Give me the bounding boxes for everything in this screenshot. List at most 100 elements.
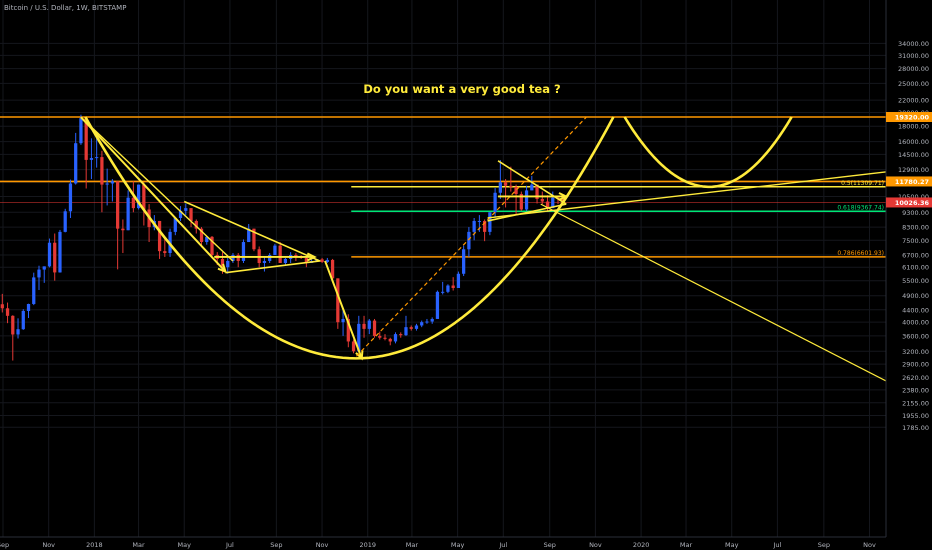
candle-body [430,318,434,322]
candle-body [545,201,550,209]
y-tick-label: 7500.00 [902,237,929,245]
candle-body [441,291,445,293]
candle-body [58,231,62,273]
triangle-breakout-arrow-head [306,252,317,262]
candle-body [241,242,246,261]
price-badge [886,112,932,122]
candle-body [283,258,288,263]
x-tick-label: May [725,541,739,549]
candle-body [325,259,329,262]
falling-resistance-line [540,203,897,387]
candle-body [74,143,78,184]
candle-body [37,269,41,278]
candle-body [451,285,455,289]
candle-body [262,260,267,263]
downtrend-arrow-head [217,263,228,274]
fib-level-label: 0.786(6601.93) [837,250,884,257]
candle-body [383,337,387,339]
y-tick-label: 14500.00 [898,151,929,159]
candle-body [509,185,513,187]
candle-body [63,211,67,232]
price-badges: 19320.00 11780.27 10026.36 [886,112,932,208]
x-tick-label: 2019 [359,541,376,549]
candle-body [11,315,15,335]
candle-body [126,197,130,231]
candle-body [273,245,277,255]
candle-body [493,192,497,213]
candle-body [514,186,518,194]
candle-body [357,323,361,352]
time-axis[interactable]: Sep Nov 2018 Mar May Jul Sep Nov 2019 Mar May Jul Se… [0,541,876,549]
candle-body [346,318,350,342]
drawing-layer [80,116,907,387]
candle-body [105,183,109,185]
candle-body [278,245,282,263]
x-tick-label: Jul [772,541,781,549]
candle-body [467,231,471,250]
y-tick-label: 4900.00 [902,292,929,300]
y-tick-label: 3200.00 [902,348,929,356]
candle-body [268,254,272,261]
candle-body [519,193,523,210]
y-tick-label: 2155.00 [902,399,929,407]
candle-body [173,217,177,232]
candle-body [16,329,20,335]
candle-body [199,228,204,243]
candle-body [472,220,476,232]
candle-body [194,220,198,229]
candle-body [378,335,382,338]
candle-body [393,334,398,342]
symmetrical-triangle [183,200,321,274]
y-tick-label: 3600.00 [902,332,929,340]
chart-symbol-title: Bitcoin / U.S. Dollar, 1W, BITSTAMP [4,4,126,12]
y-tick-label: 1955.00 [902,412,929,420]
candle-body [79,118,83,144]
price-badge [886,197,932,208]
candle-body [26,303,31,311]
rising-support-line [487,168,907,219]
candle-body [330,259,335,279]
y-tick-label: 4000.00 [902,319,929,327]
candle-body [5,308,10,316]
candle-body [68,183,73,212]
handle-curve [623,116,793,189]
candle-body [178,210,183,218]
price-badge-label: 19320.00 [895,114,930,122]
x-tick-label: Nov [589,541,602,549]
candle-body [89,158,94,160]
price-badge-label: 11780.27 [895,178,929,186]
candle-body [341,318,345,323]
candle-body [535,184,539,199]
candle-body [163,251,167,254]
y-tick-label: 1785.00 [902,424,929,432]
grid-layer [0,0,886,537]
y-tick-label: 25000.00 [898,80,929,88]
price-badge [886,176,932,187]
price-axis[interactable]: 34000.00 31000.00 28000.00 25000.00 22000.00… [898,40,929,432]
candle-body [47,242,52,267]
y-tick-label: 18000.00 [898,123,929,131]
candle-body [367,320,371,329]
candle-body [136,184,141,209]
y-tick-label: 2620.00 [902,374,929,382]
y-tick-label: 31000.00 [898,52,929,60]
x-tick-label: Sep [270,541,282,549]
candle-body [524,190,529,210]
triangle-2019-lower [487,203,567,222]
y-tick-label: 6100.00 [902,264,929,272]
candle-body [189,208,193,221]
candle-body [84,118,88,160]
x-tick-label: Jul [225,541,234,549]
level-layer: 0.5(11309.71) 0.618(9367.74) 0.786(6601.93… [0,116,886,258]
candle-body [231,254,235,261]
y-tick-label: 22000.00 [898,97,929,105]
candle-body [425,321,429,323]
candle-body [446,285,450,292]
candle-body [362,323,366,329]
x-tick-label: Mar [406,541,419,549]
triangle-2019-arrow-head [558,192,569,201]
candle-body [304,257,308,263]
price-badge-label: 10026.36 [895,199,930,207]
x-tick-label: Mar [132,541,145,549]
